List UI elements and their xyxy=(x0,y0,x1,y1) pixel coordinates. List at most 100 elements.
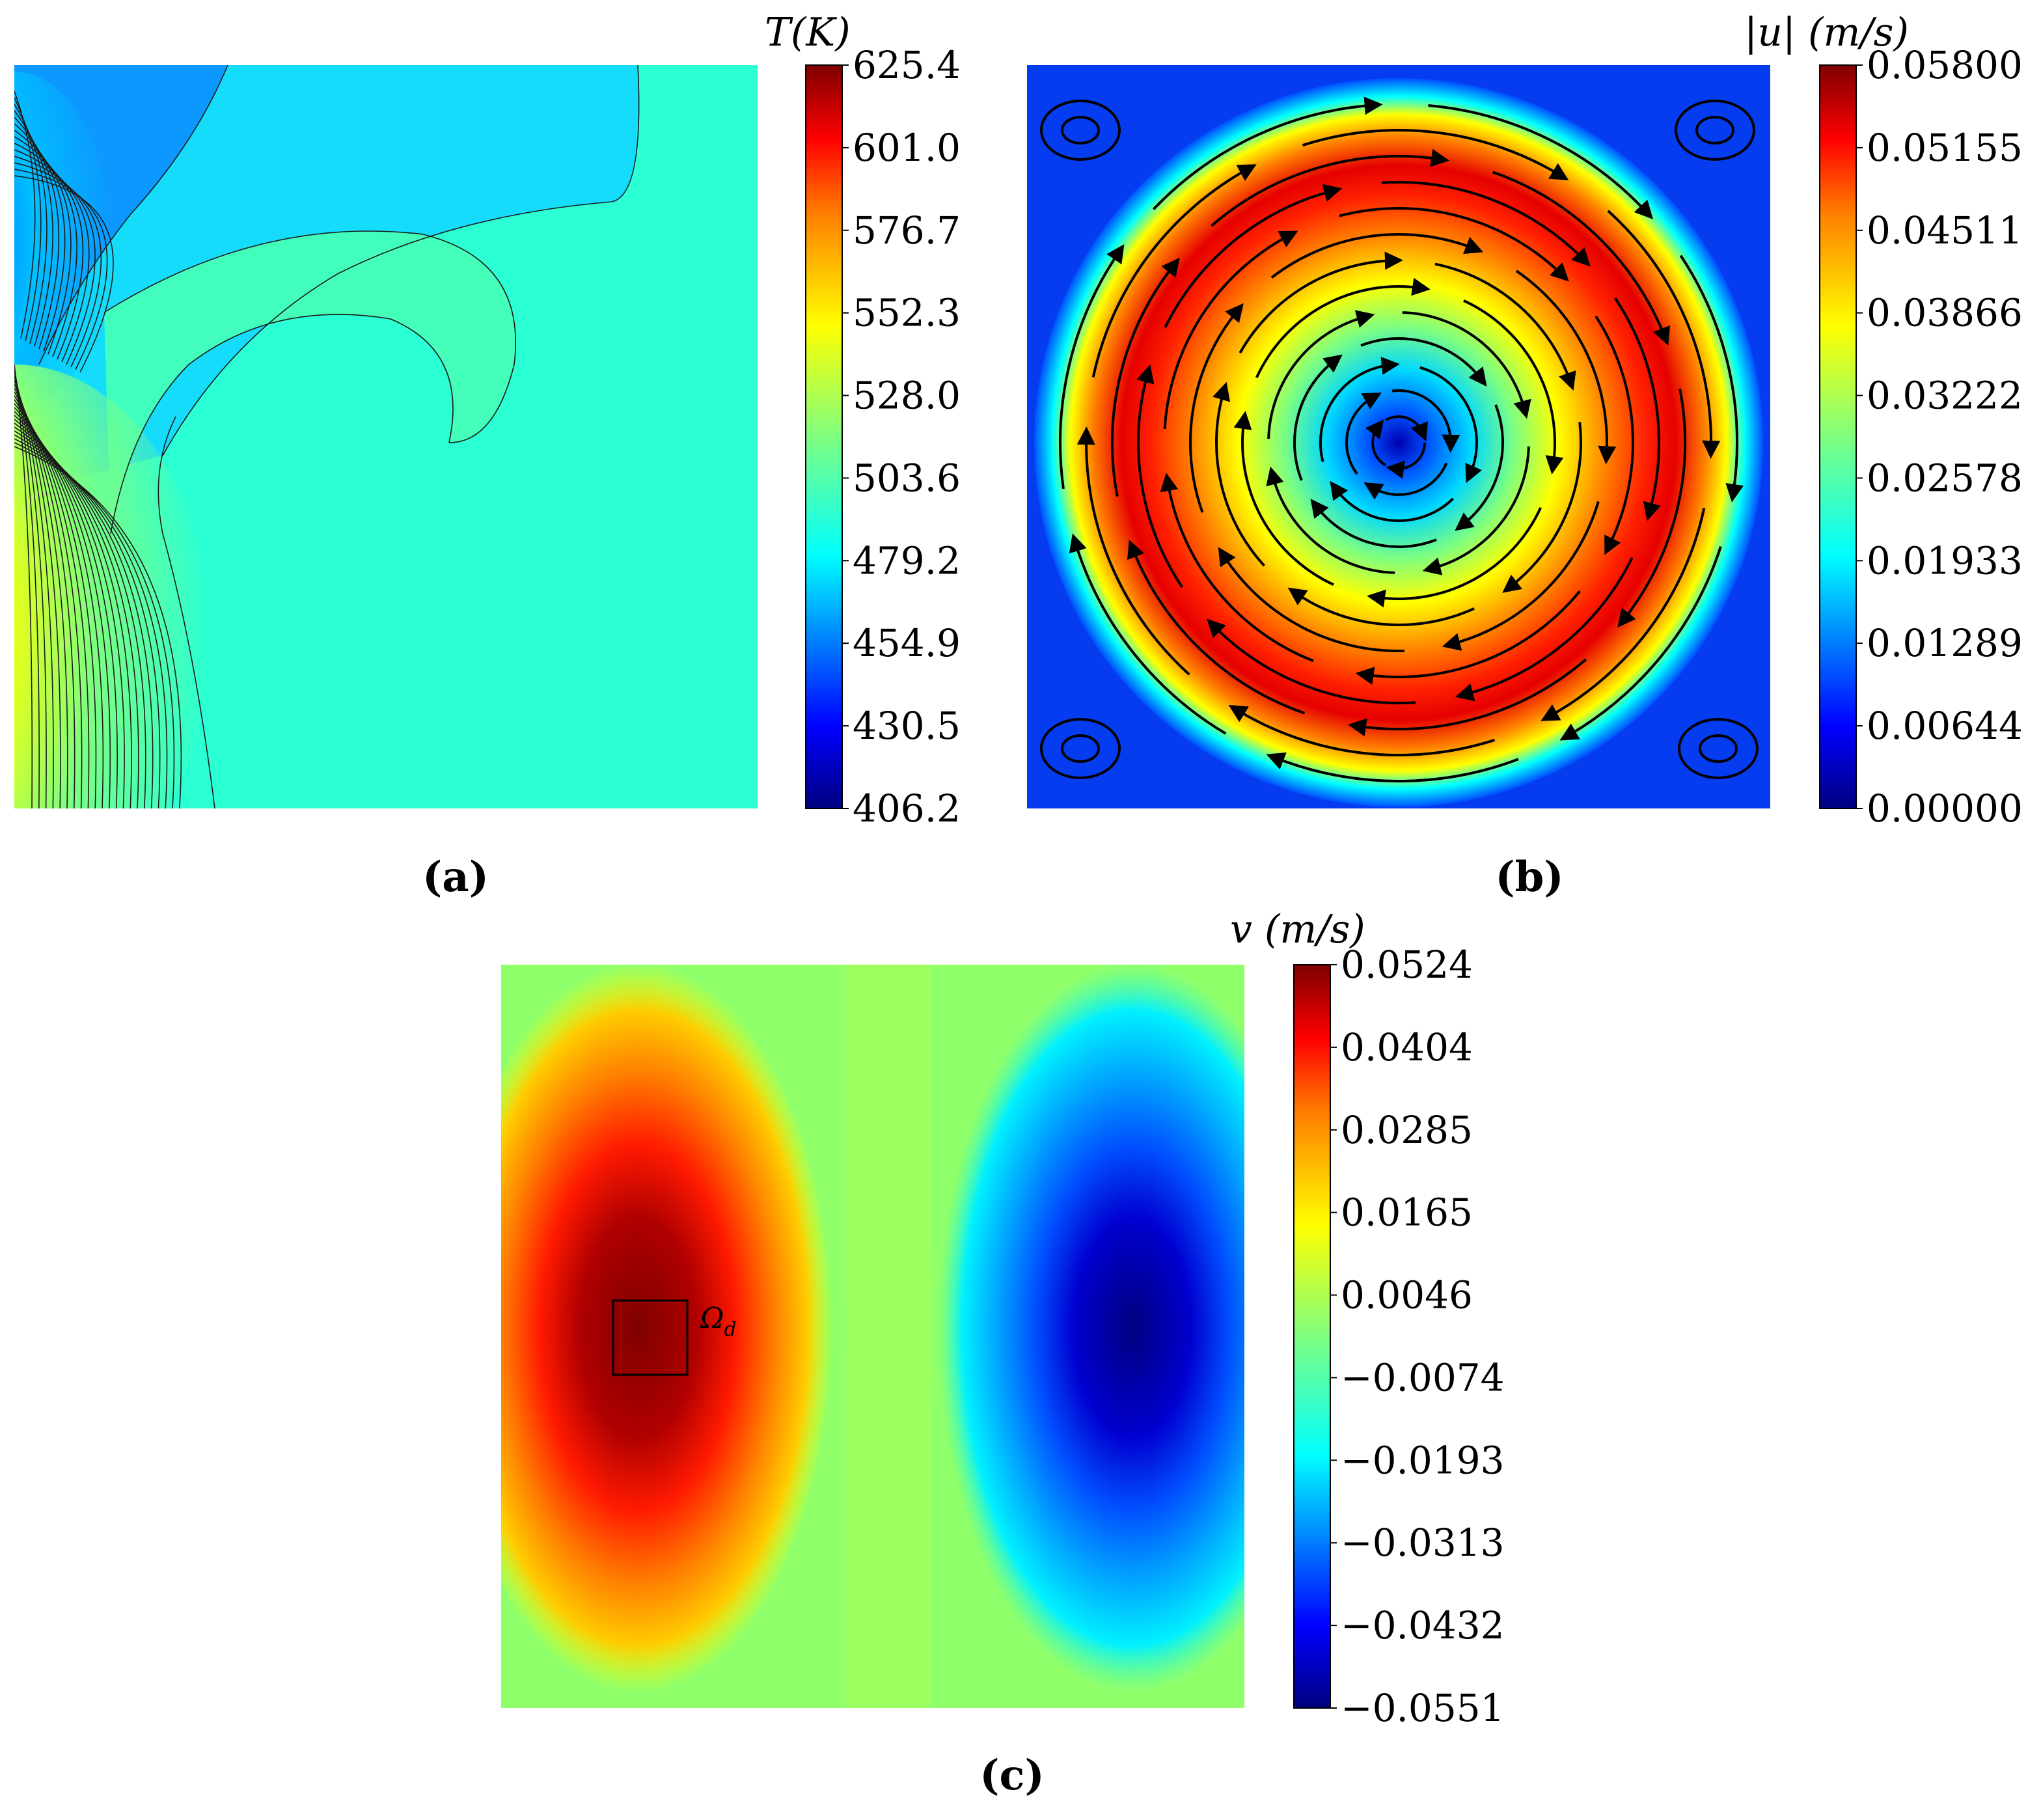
colorbar-b xyxy=(1819,64,1857,809)
colorbar-tick-label: 601.0 xyxy=(853,126,961,170)
colorbar-tick-label: 0.00000 xyxy=(1867,786,2023,831)
streamline xyxy=(1419,366,1482,484)
streamline xyxy=(1110,257,1180,497)
streamline xyxy=(1455,557,1634,702)
colorbar-tick-label: 0.01933 xyxy=(1867,538,2023,583)
streamline xyxy=(1559,545,1722,741)
isotherm-line xyxy=(14,422,139,808)
velocity-magnitude-plot: 0.05800 0.05155 0.04511 0.03866 0.03222 0.025… xyxy=(1027,10,2023,831)
streamline xyxy=(1211,148,1449,227)
streamline xyxy=(1233,411,1334,586)
isotherm-line xyxy=(14,162,102,368)
colorbar-tick-label: −0.0313 xyxy=(1341,1521,1505,1565)
negative-lobe xyxy=(937,965,1244,1692)
isotherm-line xyxy=(14,430,154,808)
streamline xyxy=(1607,210,1721,459)
streamline xyxy=(1434,262,1576,391)
isotherm-line xyxy=(14,446,182,808)
isotherm-line xyxy=(14,156,96,365)
isotherm-line xyxy=(14,364,33,808)
streamline xyxy=(1266,466,1395,574)
colorbar-c xyxy=(1293,964,1331,1709)
streamline xyxy=(1345,393,1382,475)
streamline xyxy=(1455,404,1504,531)
isotherm-line xyxy=(14,434,161,808)
colorbar-tick-label: −0.0193 xyxy=(1341,1438,1505,1482)
colorbar-a-ticks: 625.4 601.0 576.7 552.3 528.0 503.6 479.2 454.9… xyxy=(842,43,961,831)
speed-ring-field xyxy=(1034,78,1763,807)
colorbar-tick-label: 454.9 xyxy=(853,621,961,665)
isotherm-line xyxy=(14,117,60,350)
streamline xyxy=(1541,508,1706,721)
streamline xyxy=(1266,752,1519,782)
colorbar-tick-label: 430.5 xyxy=(853,704,961,748)
colorbar-tick-label: 0.04511 xyxy=(1867,208,2023,253)
streamline xyxy=(1212,381,1265,567)
colorbar-tick-label: 0.01289 xyxy=(1867,621,2023,665)
streamline xyxy=(1319,357,1400,462)
streamline xyxy=(1136,364,1184,588)
cold-core xyxy=(14,72,112,410)
streamline xyxy=(1152,96,1383,210)
streamlines xyxy=(1040,96,1759,782)
streamline xyxy=(1127,540,1306,715)
colorbar-tick-label: 625.4 xyxy=(853,43,961,87)
colorbar-tick-label: 406.2 xyxy=(853,786,961,831)
isotherm-line xyxy=(14,426,146,808)
colorbar-tick-label: 0.0524 xyxy=(1341,943,1473,987)
isotherm-line xyxy=(14,175,114,373)
colorbar-a xyxy=(805,64,843,809)
plume-tongue xyxy=(104,231,516,534)
streamline xyxy=(1428,104,1654,219)
streamline xyxy=(1402,311,1531,419)
isotherm-line xyxy=(14,130,72,355)
streamline xyxy=(1310,499,1437,548)
caption-a: (a) xyxy=(422,853,489,902)
streamline xyxy=(1164,184,1343,328)
streamline xyxy=(1069,533,1227,735)
corner-vortex-streamline xyxy=(1040,100,1121,161)
caption-c: (c) xyxy=(979,1751,1045,1800)
colorbar-tick-label: 0.05155 xyxy=(1867,126,2023,170)
isotherm-line xyxy=(14,438,168,808)
isotherm-line xyxy=(14,149,90,363)
isotherm-line xyxy=(14,143,84,360)
hot-core xyxy=(14,365,210,808)
isotherm-line xyxy=(14,368,40,808)
temperature-contour-plot: 625.4 601.0 576.7 552.3 528.0 503.6 479.2 454.9… xyxy=(14,10,961,831)
subdomain-box xyxy=(612,1299,689,1376)
isotherm-line xyxy=(14,110,53,347)
isotherm-line xyxy=(14,372,47,808)
streamline xyxy=(1386,442,1426,479)
streamline xyxy=(1365,419,1387,467)
colorbar-b-ticks: 0.05800 0.05155 0.04511 0.03866 0.03222 0.025… xyxy=(1856,43,2023,831)
panel-c: Ωd 0.0524 0.0404 0.0285 0.0165 0.0046 −0.0074… xyxy=(482,907,1549,1817)
colorbar-tick-label: 528.0 xyxy=(853,374,961,418)
isotherm-line xyxy=(14,442,175,808)
streamline xyxy=(1189,303,1244,513)
streamline xyxy=(1360,337,1487,387)
colorbar-tick-label: −0.0432 xyxy=(1341,1603,1505,1648)
streamline xyxy=(1163,230,1298,430)
isotherm-line xyxy=(14,136,77,357)
colorbar-tick-label: 0.0046 xyxy=(1341,1273,1473,1317)
colorbar-tick-label: 0.05800 xyxy=(1867,43,2023,87)
streamline xyxy=(1679,255,1744,503)
isotherm-line xyxy=(162,65,640,456)
colorbar-b-label: |u| (m/s) xyxy=(1744,10,1909,55)
colorbar-tick-label: 0.02578 xyxy=(1867,456,2023,500)
panel-a: 625.4 601.0 576.7 552.3 528.0 503.6 479.2 454.9… xyxy=(0,0,1015,911)
colorbar-tick-label: −0.0074 xyxy=(1341,1355,1505,1399)
streamline xyxy=(1515,269,1617,465)
isotherm-line xyxy=(14,169,108,370)
caption-b: (b) xyxy=(1495,853,1564,902)
isotherm-lines xyxy=(14,65,640,808)
streamline xyxy=(1363,462,1448,500)
isotherm-line xyxy=(110,314,454,534)
colorbar-c-ticks: 0.0524 0.0404 0.0285 0.0165 0.0046 −0.0074 −0.… xyxy=(1330,943,1505,1730)
streamline xyxy=(1302,129,1569,181)
streamline xyxy=(1287,587,1475,626)
streamline xyxy=(1207,618,1416,704)
corner-vortex-streamline xyxy=(1675,100,1755,161)
streamline xyxy=(1442,501,1600,651)
